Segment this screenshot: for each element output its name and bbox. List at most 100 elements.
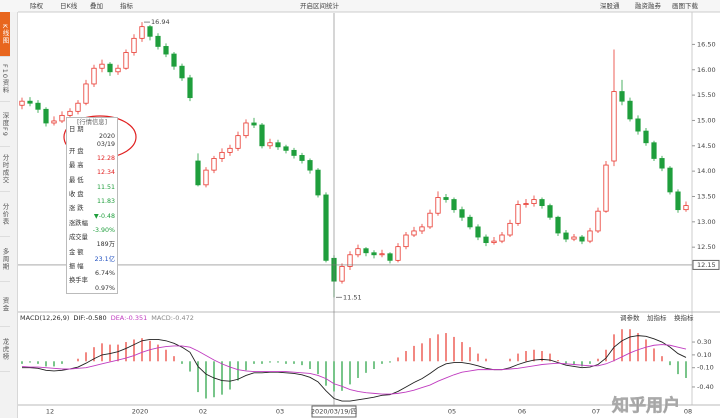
info-value: 6.74% — [94, 270, 115, 278]
candle-body — [491, 240, 497, 244]
candle-body — [315, 169, 321, 196]
candle-body — [563, 232, 569, 240]
candle-body — [243, 122, 249, 137]
candle-body — [235, 135, 241, 149]
sidebar-tab[interactable]: 分价表 — [0, 192, 10, 237]
sidebar-tab[interactable]: F10资料 — [0, 57, 10, 102]
sidebar-tab[interactable]: 龙虎榜 — [0, 327, 10, 372]
toolbar-item[interactable]: 指标 — [120, 1, 134, 10]
candle-body — [115, 67, 121, 73]
toolbar-item[interactable]: 融资融券 — [635, 1, 662, 10]
candle-body — [19, 100, 25, 106]
candle-body — [323, 194, 329, 261]
toolbar-item[interactable]: 深股通 — [600, 1, 620, 10]
toolbar-item[interactable]: 日K线 — [60, 1, 78, 10]
candle-body — [659, 158, 665, 169]
y-tick-label: 14.00 — [697, 167, 716, 175]
y-tick-label: 14.50 — [697, 142, 716, 150]
candle-body — [451, 199, 457, 211]
candle-body — [227, 147, 233, 153]
y-tick-label: 15.50 — [697, 91, 716, 99]
candle-body — [251, 122, 257, 126]
x-tick-label: 05 — [448, 408, 456, 416]
indicator-header: MACD(12,26,9) DIF:-0.580 DEA:-0.351 MACD:-0… — [20, 314, 194, 322]
candle-body — [499, 234, 505, 242]
candle-body — [459, 209, 465, 218]
candle-body — [403, 234, 409, 248]
y-tick-label: 15.00 — [697, 116, 716, 124]
y-tick-label: 13.00 — [697, 218, 716, 226]
candle-body — [379, 253, 385, 256]
macd-line — [22, 335, 687, 402]
info-value: 189万 — [96, 241, 115, 249]
candle-body — [123, 52, 129, 69]
legend-entry: DEA:-0.351 — [111, 314, 148, 322]
candle-body — [59, 114, 65, 122]
candle-body — [363, 248, 369, 254]
info-label: 换手率 — [69, 277, 88, 285]
info-value: 0.97% — [94, 284, 115, 292]
sidebar-tab[interactable]: K线图 — [0, 12, 10, 57]
y-tick-label: 0.30 — [697, 338, 711, 346]
candle-body — [139, 26, 145, 39]
candle-body — [395, 246, 401, 261]
x-tick-label: 12 — [46, 408, 54, 416]
info-label: 收 盘 — [69, 191, 84, 199]
candle-body — [435, 197, 441, 214]
candle-body — [283, 146, 289, 151]
info-value: 11.83 — [96, 198, 115, 206]
toolbar-item[interactable]: 开启区间统计 — [300, 1, 340, 10]
toolbar-item[interactable]: 叠加 — [90, 1, 103, 10]
candle-body — [51, 120, 57, 124]
candle-body — [587, 230, 593, 242]
candle-body — [171, 53, 177, 67]
legend-entry: DIF:-0.580 — [73, 314, 106, 322]
candle-body — [307, 160, 313, 171]
info-value: -3.90% — [92, 227, 115, 235]
cursor-date-box — [311, 405, 357, 418]
y-tick-label: -0.40 — [697, 383, 714, 391]
info-value: 12.28 — [96, 155, 115, 163]
sidebar-tab[interactable]: 分时成交 — [0, 147, 10, 192]
candle-body — [419, 226, 425, 232]
sidebar-tab[interactable]: 多周期 — [0, 237, 10, 282]
indicator-button[interactable]: 加指标 — [647, 313, 667, 322]
y-tick-label: 0.10 — [697, 351, 711, 359]
toolbar-item[interactable]: 画图下载 — [672, 1, 699, 10]
y-tick-label: 16.50 — [697, 40, 716, 48]
candle-body — [555, 216, 561, 234]
cursor-price-box — [692, 259, 720, 270]
info-label: 最 高 — [69, 162, 84, 170]
candle-body — [163, 46, 169, 55]
info-value: 11.51 — [96, 183, 115, 191]
high-label: 16.94 — [151, 18, 170, 26]
x-tick-label: 06 — [518, 408, 526, 416]
candle-body — [155, 35, 161, 47]
info-value: ▼-0.48 — [93, 212, 115, 220]
candle-body — [427, 212, 433, 228]
candle-body — [107, 63, 113, 73]
candle-body — [355, 248, 361, 256]
toolbar-item[interactable]: 除权 — [30, 1, 44, 10]
indicator-button[interactable]: 调参数 — [620, 313, 640, 322]
info-label: 日 期 — [69, 126, 84, 134]
candle-body — [667, 167, 673, 193]
candle-body — [259, 124, 265, 147]
y-tick-label: 13.50 — [697, 192, 716, 200]
candle-body — [515, 204, 521, 224]
candle-body — [611, 91, 617, 162]
candle-body — [603, 164, 609, 212]
candle-body — [91, 67, 97, 85]
info-label: 涨跌幅 — [69, 219, 88, 227]
candle-body — [187, 77, 193, 99]
indicator-button[interactable]: 换指标 — [674, 313, 694, 322]
sidebar-tab[interactable]: 深度F9 — [0, 102, 10, 147]
candle-body — [475, 226, 481, 238]
sidebar-tab[interactable]: 资金 — [0, 282, 10, 327]
x-tick-label: 2020 — [132, 408, 149, 416]
y-tick-label: 16.00 — [697, 66, 716, 74]
indicator-title: MACD(12,26,9) — [20, 314, 69, 322]
info-label: 涨 跌 — [69, 205, 84, 213]
info-value: 03/19 — [96, 140, 115, 148]
info-title: [行情信息] — [76, 119, 108, 126]
